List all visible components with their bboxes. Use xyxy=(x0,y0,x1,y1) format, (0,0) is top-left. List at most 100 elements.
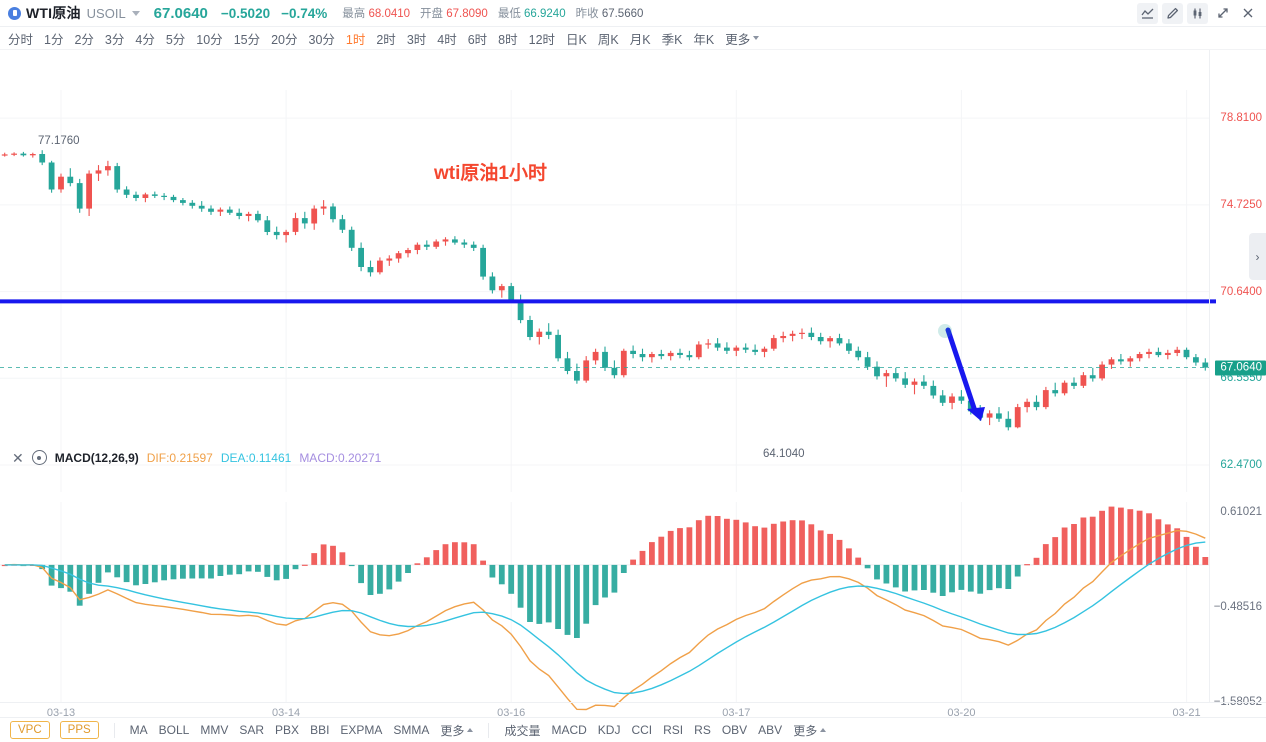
sub-indicator-OBV[interactable]: OBV xyxy=(721,723,748,737)
symbol-name: WTI原油 xyxy=(26,5,81,21)
period-tab-4时[interactable]: 4时 xyxy=(437,32,457,47)
ohlc-stats: 最高 68.0410 开盘 67.8090 最低 66.9240 昨收 67.5… xyxy=(342,5,649,21)
time-tick-5: 03-21 xyxy=(1172,707,1201,719)
indicator-icon[interactable] xyxy=(1137,2,1158,24)
macd-dea-value: DEA:0.11461 xyxy=(220,450,292,465)
sub-indicator-RSI[interactable]: RSI xyxy=(663,723,684,737)
time-tick-4: 03-20 xyxy=(947,707,976,719)
symbol-code: USOIL xyxy=(86,5,126,21)
stat-open: 开盘 67.8090 xyxy=(420,5,488,21)
stat-prevclose-value: 67.5660 xyxy=(601,8,644,20)
time-tick-0: 03-13 xyxy=(46,707,76,719)
macd-value: MACD:0.20271 xyxy=(299,450,382,465)
period-tab-3时[interactable]: 3时 xyxy=(406,32,427,47)
period-tab-1分[interactable]: 1分 xyxy=(44,32,64,47)
vpc-button[interactable]: VPC xyxy=(10,721,50,739)
quote-header: WTI原油 USOIL 67.0640 −0.5020 −0.74% 最高 68… xyxy=(0,0,1266,27)
sub-indicator-RS[interactable]: RS xyxy=(694,723,711,737)
period-tab-2分[interactable]: 2分 xyxy=(74,32,94,47)
period-tab-周K[interactable]: 周K xyxy=(597,32,619,47)
macd-tick-1: −0.48516 xyxy=(1213,601,1262,613)
period-tab-12时[interactable]: 12时 xyxy=(528,32,556,47)
price-tick-3: 66.5550 xyxy=(1220,372,1262,385)
toolbar-divider-1 xyxy=(113,722,115,738)
period-tab-30分[interactable]: 30分 xyxy=(308,32,335,47)
sub-indicator-ABV[interactable]: ABV xyxy=(758,723,783,737)
main-indicator-list: MA BOLL MMV SAR PBX BBI EXPMA SMMA 更多 xyxy=(130,722,474,739)
stat-low-value: 66.9240 xyxy=(524,8,566,20)
chevron-down-icon[interactable] xyxy=(131,10,140,16)
period-tab-年K[interactable]: 年K xyxy=(693,32,715,47)
oil-barrel-icon xyxy=(8,6,21,20)
sub-indicator-CCI[interactable]: CCI xyxy=(631,723,653,737)
main-indicator-SMMA[interactable]: SMMA xyxy=(393,723,430,737)
swing-high-label: 77.1760 xyxy=(38,135,80,147)
period-tab-分时[interactable]: 分时 xyxy=(8,32,34,47)
macd-title: MACD(12,26,9) xyxy=(54,450,139,465)
price-tick-4: 62.4700 xyxy=(1220,459,1262,471)
pps-button[interactable]: PPS xyxy=(59,721,99,739)
chart-canvas[interactable] xyxy=(0,50,1266,723)
period-tab-3分[interactable]: 3分 xyxy=(104,32,125,47)
price-tick-2: 70.6400 xyxy=(1220,285,1262,298)
period-tab-4分[interactable]: 4分 xyxy=(135,32,155,47)
candlestick-type-icon[interactable] xyxy=(1187,2,1208,24)
macd-dif-value: DIF:0.21597 xyxy=(146,450,213,465)
stat-high: 最高 68.0410 xyxy=(342,5,410,21)
period-tabs: 分时 1分 2分 3分 4分 5分 10分 15分 20分 30分 1时 2时 3时 4时 6时 8时 12时日… xyxy=(0,27,1266,50)
time-tick-1: 03-14 xyxy=(272,707,301,719)
macd-legend: ✕ MACD(12,26,9) DIF:0.21597 DEA:0.11461 … xyxy=(0,447,381,468)
period-tab-5分[interactable]: 5分 xyxy=(165,32,186,47)
chevron-up-icon xyxy=(467,728,474,732)
stat-prevclose: 昨收 67.5660 xyxy=(576,5,644,21)
time-axis: 03-13 03-14 03-16 03-17 03-20 03-21 xyxy=(0,702,1266,724)
chart-stage: 78.8100 74.7250 70.6400 66.5550 62.4700 67.06… xyxy=(0,50,1266,719)
macd-close-icon[interactable]: ✕ xyxy=(12,449,24,466)
stat-high-label: 最高 xyxy=(342,8,366,20)
close-icon[interactable] xyxy=(1237,3,1258,24)
price-tick-1: 74.7250 xyxy=(1220,198,1262,211)
period-tab-2时[interactable]: 2时 xyxy=(376,32,396,47)
period-tab-日K[interactable]: 日K xyxy=(566,32,587,47)
chevron-up-icon xyxy=(820,728,827,732)
period-tab-1时[interactable]: 1时 xyxy=(345,32,366,47)
main-indicator-MA[interactable]: MA xyxy=(129,723,148,737)
main-indicator-MMV[interactable]: MMV xyxy=(200,723,229,737)
header-toolbar xyxy=(1137,2,1258,24)
time-tick-3: 03-17 xyxy=(722,707,751,719)
period-tab-月K[interactable]: 月K xyxy=(629,32,651,47)
price-axis[interactable]: 78.8100 74.7250 70.6400 66.5550 62.4700 67.06… xyxy=(1209,50,1266,708)
period-tab-20分[interactable]: 20分 xyxy=(271,32,298,47)
draw-pencil-icon[interactable] xyxy=(1162,2,1183,24)
stat-low: 最低 66.9240 xyxy=(498,5,566,21)
macd-tick-0: 0.61021 xyxy=(1220,506,1262,518)
main-indicator-BBI[interactable]: BBI xyxy=(310,723,330,737)
time-tick-2: 03-16 xyxy=(497,707,526,719)
main-indicator-BOLL[interactable]: BOLL xyxy=(158,723,190,737)
indicator-toolbar: VPC PPS MA BOLL MMV SAR PBX BBI EXPMA SMMA 更多 成交… xyxy=(0,717,1266,742)
sub-indicator-MACD[interactable]: MACD xyxy=(551,723,587,737)
chevron-right-icon[interactable]: › xyxy=(1249,233,1266,280)
stat-high-value: 68.0410 xyxy=(368,8,411,20)
main-indicator-more-button[interactable]: 更多 xyxy=(440,722,474,739)
sub-indicator-成交量[interactable]: 成交量 xyxy=(504,723,541,738)
stat-open-value: 67.8090 xyxy=(446,8,488,20)
period-tab-8时[interactable]: 8时 xyxy=(498,32,518,47)
sub-indicator-more-button[interactable]: 更多 xyxy=(793,722,827,739)
main-indicator-PBX[interactable]: PBX xyxy=(275,723,300,737)
stat-low-label: 最低 xyxy=(497,8,521,20)
current-price-badge: 67.0640 xyxy=(1215,360,1266,375)
chevron-down-icon xyxy=(753,36,760,40)
period-tab-6时[interactable]: 6时 xyxy=(467,32,488,47)
macd-settings-icon[interactable] xyxy=(31,450,47,465)
sub-indicator-KDJ[interactable]: KDJ xyxy=(597,723,621,737)
period-tab-15分[interactable]: 15分 xyxy=(233,32,261,47)
main-indicator-SAR[interactable]: SAR xyxy=(239,723,265,737)
stat-prevclose-label: 昨收 xyxy=(575,8,599,20)
period-tab-10分[interactable]: 10分 xyxy=(196,32,223,47)
main-indicator-EXPMA[interactable]: EXPMA xyxy=(340,723,383,737)
period-tab-季K[interactable]: 季K xyxy=(661,32,683,47)
fullscreen-icon[interactable] xyxy=(1212,3,1233,24)
period-more-button[interactable]: 更多 xyxy=(725,29,760,48)
